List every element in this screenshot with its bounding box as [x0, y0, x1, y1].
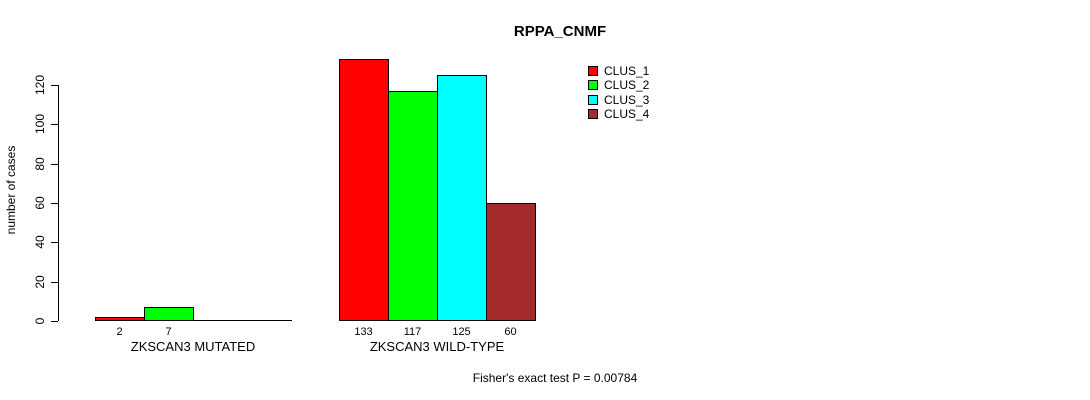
y-tick-label: 20 [33, 275, 47, 289]
y-tick [51, 203, 58, 204]
bar-clus_2 [388, 91, 438, 321]
legend-label-clus_1: CLUS_1 [604, 64, 650, 78]
legend-label-clus_4: CLUS_4 [604, 107, 650, 122]
y-axis-line [58, 85, 59, 321]
legend-swatch-clus_1 [588, 66, 598, 76]
y-tick-label: 120 [33, 74, 47, 96]
y-axis-label: number of cases [4, 145, 18, 235]
bar-value-label: 7 [165, 326, 172, 338]
y-tick [51, 321, 58, 322]
stat-annotation: Fisher's exact test P = 0.00784 [472, 371, 638, 385]
bar-value-label: 117 [403, 326, 422, 338]
bar-clus_3-zero [193, 320, 243, 321]
y-tick [51, 164, 58, 165]
bar-clus_4-zero [242, 320, 292, 321]
bar-clus_1 [339, 59, 389, 321]
legend-swatch-clus_2 [588, 80, 598, 91]
bar-value-label: 125 [452, 326, 471, 338]
bar-clus_2 [144, 307, 194, 321]
y-tick-label: 100 [33, 113, 47, 135]
bar-value-label: 60 [504, 326, 517, 338]
y-tick [51, 282, 58, 283]
y-tick [51, 85, 58, 86]
y-tick [51, 124, 58, 125]
legend-label-clus_3: CLUS_3 [604, 92, 650, 107]
y-tick [51, 242, 58, 243]
group-label: ZKSCAN3 MUTATED [130, 339, 256, 354]
chart-title: RPPA_CNMF [513, 23, 607, 40]
group-label: ZKSCAN3 WILD-TYPE [369, 339, 505, 354]
bar-value-label: 2 [116, 326, 123, 338]
y-tick-label: 80 [33, 157, 47, 171]
legend-swatch-clus_3 [588, 94, 598, 105]
y-tick-label: 60 [33, 196, 47, 210]
bar-clus_4 [486, 203, 536, 321]
legend-label-clus_2: CLUS_2 [604, 78, 650, 93]
y-tick-label: 0 [33, 317, 47, 325]
bar-value-label: 133 [354, 326, 373, 338]
bar-clus_1 [95, 317, 145, 321]
y-tick-label: 40 [33, 235, 47, 249]
legend-swatch-clus_4 [588, 109, 598, 120]
bar-clus_3 [437, 75, 487, 321]
